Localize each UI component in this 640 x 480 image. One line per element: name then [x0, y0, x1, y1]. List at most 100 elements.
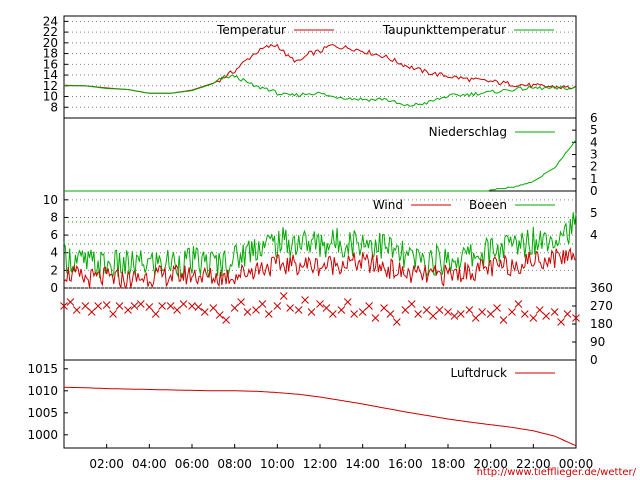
- x-tick-label: 04:00: [132, 457, 167, 471]
- pressure-line: [64, 386, 577, 447]
- direction-y-tick-label: 90: [590, 335, 605, 349]
- x-tick-label: 12:00: [303, 457, 338, 471]
- wind-direction-marker: [301, 296, 309, 304]
- x-tick-label: 02:00: [89, 457, 124, 471]
- wind-direction-marker: [66, 298, 75, 306]
- precip-y-tick-label: 6: [590, 111, 598, 125]
- wind-direction-marker: [173, 306, 181, 314]
- wind-direction-marker: [81, 302, 90, 310]
- wind-direction-marker: [563, 310, 572, 318]
- x-tick-label: 18:00: [431, 457, 466, 471]
- precip-y-tick-label: 4: [590, 135, 598, 149]
- wind-direction-marker: [371, 314, 380, 322]
- wind-direction-marker: [520, 310, 529, 318]
- wind-y-tick-label: 0: [50, 281, 58, 295]
- wind-direction-marker: [136, 300, 145, 308]
- wind-direction-marker: [115, 302, 124, 310]
- wind-y-tick-label: 6: [50, 228, 58, 242]
- x-tick-label: 22:00: [516, 457, 551, 471]
- wind-direction-marker: [407, 300, 416, 308]
- temp-y-tick-label: 14: [43, 68, 58, 82]
- wind-direction-marker: [422, 306, 431, 314]
- wind-direction-marker: [286, 304, 294, 312]
- wind-direction-marker: [252, 306, 260, 314]
- wind-direction-marker: [94, 302, 102, 310]
- wind-direction-marker: [350, 310, 358, 318]
- wind-direction-marker: [550, 308, 559, 316]
- legend-precipitation: Niederschlag: [429, 125, 507, 139]
- wind-direction-marker: [328, 310, 337, 318]
- temp-y-tick-label: 12: [43, 79, 58, 93]
- wind-direction-marker: [499, 316, 508, 324]
- precipitation-line: [64, 139, 577, 192]
- x-tick-label: 08:00: [217, 457, 252, 471]
- credit-url: http://www.tiefflieger.de/wetter/: [476, 467, 636, 478]
- gusts-line: [63, 212, 577, 279]
- wind-direction-marker: [542, 312, 550, 320]
- wind-direction-marker: [60, 302, 68, 310]
- wind-direction-marker: [179, 300, 188, 308]
- wind-direction-marker: [337, 306, 346, 314]
- temp-y-tick-label: 22: [43, 25, 58, 39]
- direction-y-tick-label: 270: [590, 299, 613, 313]
- dewpoint-line: [64, 74, 577, 107]
- direction-y-tick-label: 180: [590, 317, 613, 331]
- wind-direction-marker: [222, 316, 230, 324]
- wind-y-tick-label: 2: [50, 263, 58, 277]
- wind-direction-marker: [471, 314, 480, 322]
- wind-direction-marker: [124, 306, 132, 314]
- wind-y-tick-label: 4: [50, 246, 58, 260]
- wind-direction-marker: [87, 308, 96, 316]
- panel-frame-4: [63, 287, 577, 361]
- wind-y-tick-label: 8: [50, 210, 58, 224]
- x-tick-label: 06:00: [175, 457, 210, 471]
- wind-direction-marker: [307, 308, 316, 316]
- wind-right-label: 5: [590, 206, 598, 220]
- wind-direction-marker: [194, 303, 203, 311]
- wind-direction-marker: [444, 308, 452, 316]
- wind-direction-marker: [109, 310, 117, 318]
- temp-y-tick-label: 8: [50, 100, 58, 114]
- wind-direction-marker: [237, 298, 245, 306]
- legend-pressure: Luftdruck: [450, 366, 507, 380]
- wind-direction-marker: [435, 306, 444, 314]
- x-tick-label: 20:00: [473, 457, 508, 471]
- wind-line: [63, 247, 577, 290]
- legend-temperature: Temperatur: [216, 23, 286, 37]
- wind-direction-marker: [343, 298, 352, 306]
- wind-direction-marker: [258, 300, 267, 308]
- temp-y-tick-label: 18: [43, 47, 58, 61]
- wind-direction-marker: [572, 314, 580, 322]
- wind-right-label: 4: [590, 228, 598, 242]
- wind-direction-marker: [414, 310, 422, 318]
- wind-direction-marker: [486, 310, 495, 318]
- wind-y-tick-label: 10: [43, 193, 58, 207]
- precip-y-tick-label: 0: [590, 184, 598, 198]
- legend-dewpoint: Taupunkttemperatur: [382, 23, 506, 37]
- wind-direction-marker: [429, 312, 437, 320]
- precip-y-tick-label: 3: [590, 148, 598, 162]
- wind-direction-marker: [230, 304, 239, 312]
- wind-direction-marker: [557, 318, 565, 326]
- wind-direction-marker: [151, 310, 160, 318]
- wind-direction-marker: [279, 292, 288, 300]
- wind-direction-marker: [200, 308, 209, 316]
- wind-direction-marker: [380, 304, 388, 312]
- precip-y-tick-label: 2: [590, 160, 598, 174]
- wind-direction-marker: [450, 312, 459, 320]
- wind-direction-marker: [386, 310, 395, 318]
- wind-direction-marker: [322, 304, 331, 312]
- x-tick-label: 00:00: [559, 457, 594, 471]
- wind-direction-marker: [102, 301, 111, 309]
- wind-direction-marker: [130, 302, 139, 310]
- temp-y-tick-label: 24: [43, 14, 58, 28]
- wind-direction-marker: [493, 304, 501, 312]
- pressure-y-tick-label: 1000: [27, 428, 58, 442]
- pressure-y-tick-label: 1015: [27, 362, 58, 376]
- precip-y-tick-label: 5: [590, 123, 598, 137]
- wind-direction-marker: [273, 302, 282, 310]
- wind-direction-marker: [243, 308, 252, 316]
- wind-direction-marker: [158, 302, 166, 310]
- pressure-y-tick-label: 1005: [27, 406, 58, 420]
